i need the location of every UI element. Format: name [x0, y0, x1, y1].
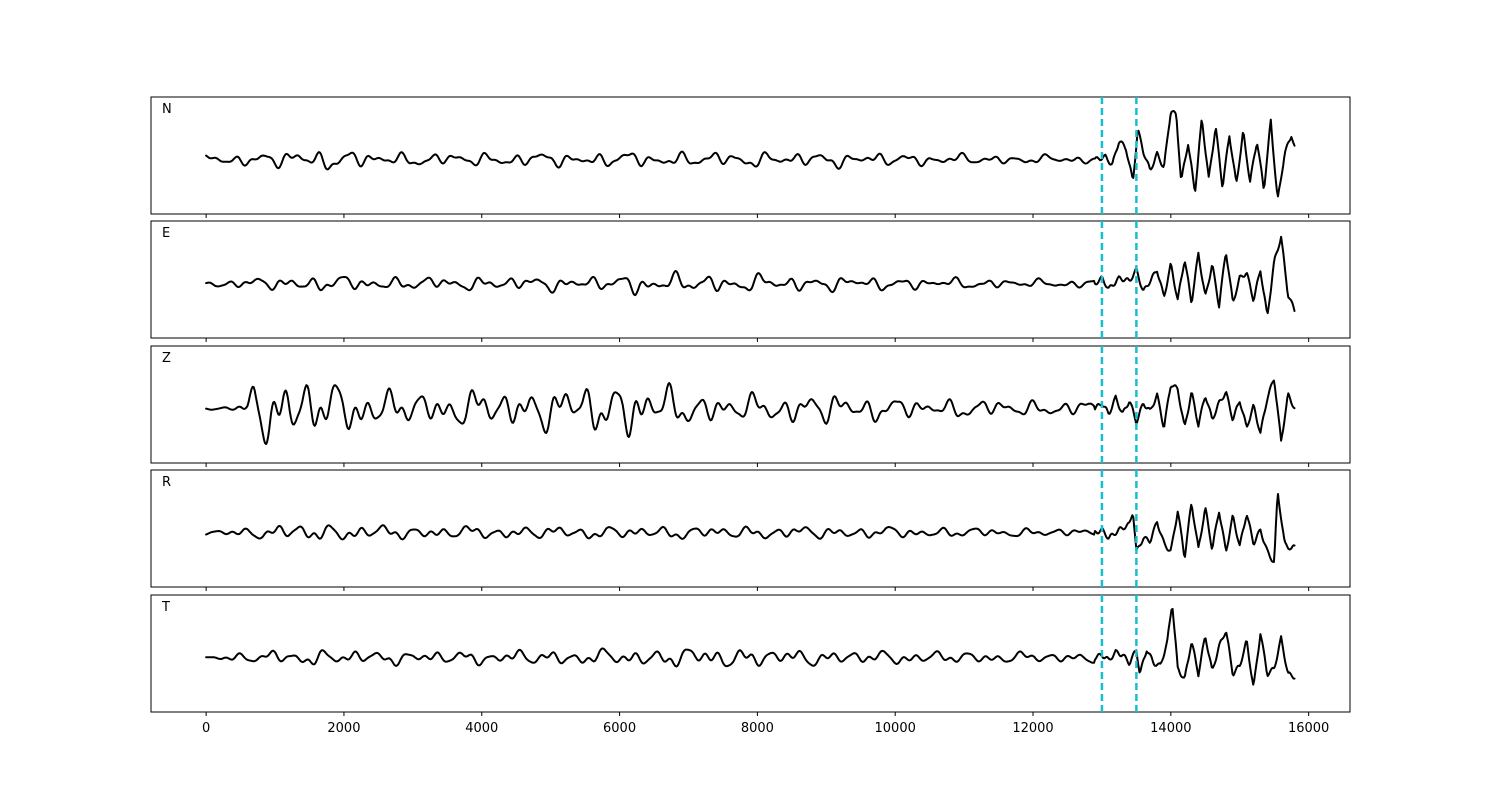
- trace-r: [205, 493, 1296, 563]
- panel-label: E: [162, 226, 170, 241]
- x-tick-label: 4000: [465, 721, 498, 736]
- panels-group: N E Z R T: [150, 96, 1351, 716]
- trace-t: [205, 607, 1296, 686]
- x-tick-label: 8000: [741, 721, 774, 736]
- trace-n: [205, 110, 1296, 198]
- panel-label: N: [162, 102, 172, 117]
- x-tick-label: 6000: [603, 721, 636, 736]
- x-axis: 0 2000 4000 6000 8000 10000 12000 14000 16000: [202, 721, 1329, 736]
- x-tick-label: 16000: [1288, 721, 1329, 736]
- panel-e: E: [150, 220, 1351, 342]
- x-tick-label: 14000: [1150, 721, 1191, 736]
- panel-frame: [150, 469, 1351, 588]
- x-tick-label: 0: [202, 721, 210, 736]
- panel-frame: [150, 594, 1351, 713]
- trace-z: [205, 379, 1296, 445]
- panel-label: Z: [162, 351, 171, 366]
- panel-n: N: [150, 96, 1351, 218]
- x-tick-label: 10000: [875, 721, 916, 736]
- trace-e: [205, 235, 1296, 315]
- panel-frame: [150, 220, 1351, 339]
- x-tick-label: 12000: [1012, 721, 1053, 736]
- x-tick-label: 2000: [327, 721, 360, 736]
- panel-t: T: [150, 594, 1351, 716]
- panel-z: Z: [150, 345, 1351, 467]
- panel-frame: [150, 96, 1351, 215]
- panel-label: T: [161, 600, 170, 615]
- panel-frame: [150, 345, 1351, 464]
- panel-r: R: [150, 469, 1351, 591]
- panel-label: R: [162, 475, 171, 490]
